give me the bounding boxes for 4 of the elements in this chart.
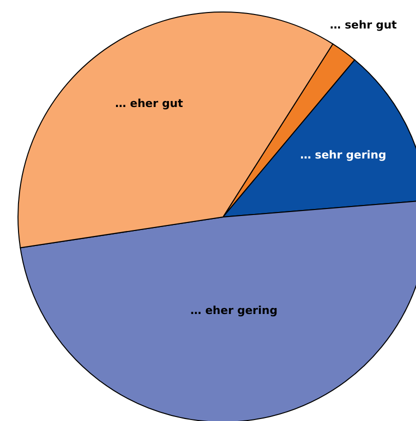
slice-label: … sehr gut: [330, 18, 397, 32]
slice-label: … sehr gering: [300, 148, 386, 162]
slice-label: … eher gering: [190, 304, 278, 318]
slice-label: … eher gut: [115, 97, 183, 110]
